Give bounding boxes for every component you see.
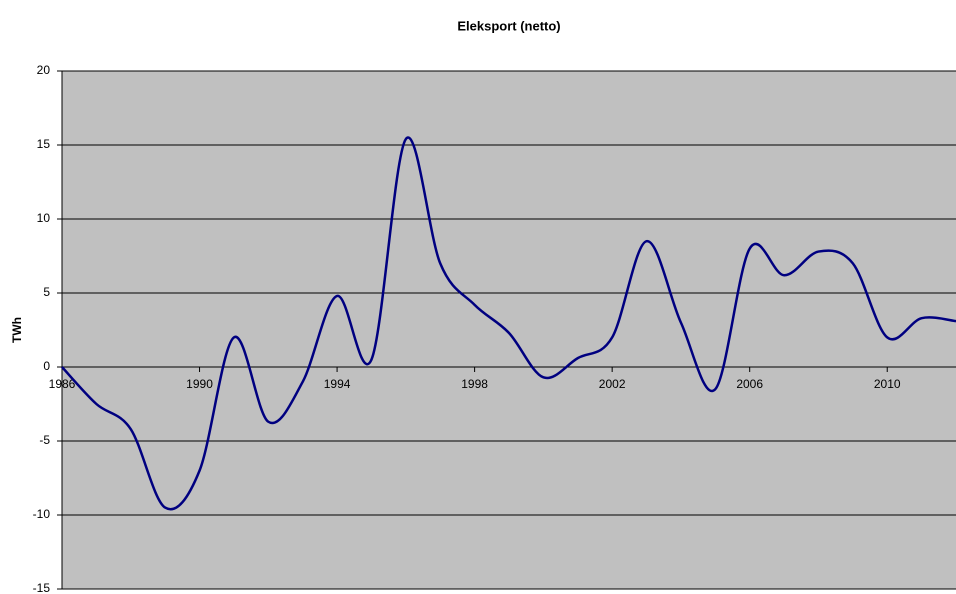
chart-title: Eleksport (netto)	[457, 18, 560, 33]
y-tick-label: 15	[37, 137, 51, 151]
x-tick-label: 1990	[186, 377, 213, 391]
x-tick-label: 1998	[461, 377, 488, 391]
x-tick-label: 1986	[49, 377, 76, 391]
y-tick-label: -15	[33, 581, 51, 594]
y-tick-label: 20	[37, 63, 51, 77]
y-axis-label: TWh	[10, 317, 24, 343]
x-tick-label: 1994	[324, 377, 351, 391]
data-line	[61, 136, 956, 511]
y-tick-label: 5	[43, 285, 50, 299]
y-tick-label: -10	[33, 507, 51, 521]
x-tick-label: 2006	[736, 377, 763, 391]
plot-area	[62, 71, 956, 589]
x-tick-label: 2010	[874, 377, 901, 391]
y-tick-label: 10	[37, 211, 51, 225]
x-tick-label: 2002	[599, 377, 626, 391]
y-tick-label: 0	[43, 359, 50, 373]
y-tick-label: -5	[39, 433, 50, 447]
